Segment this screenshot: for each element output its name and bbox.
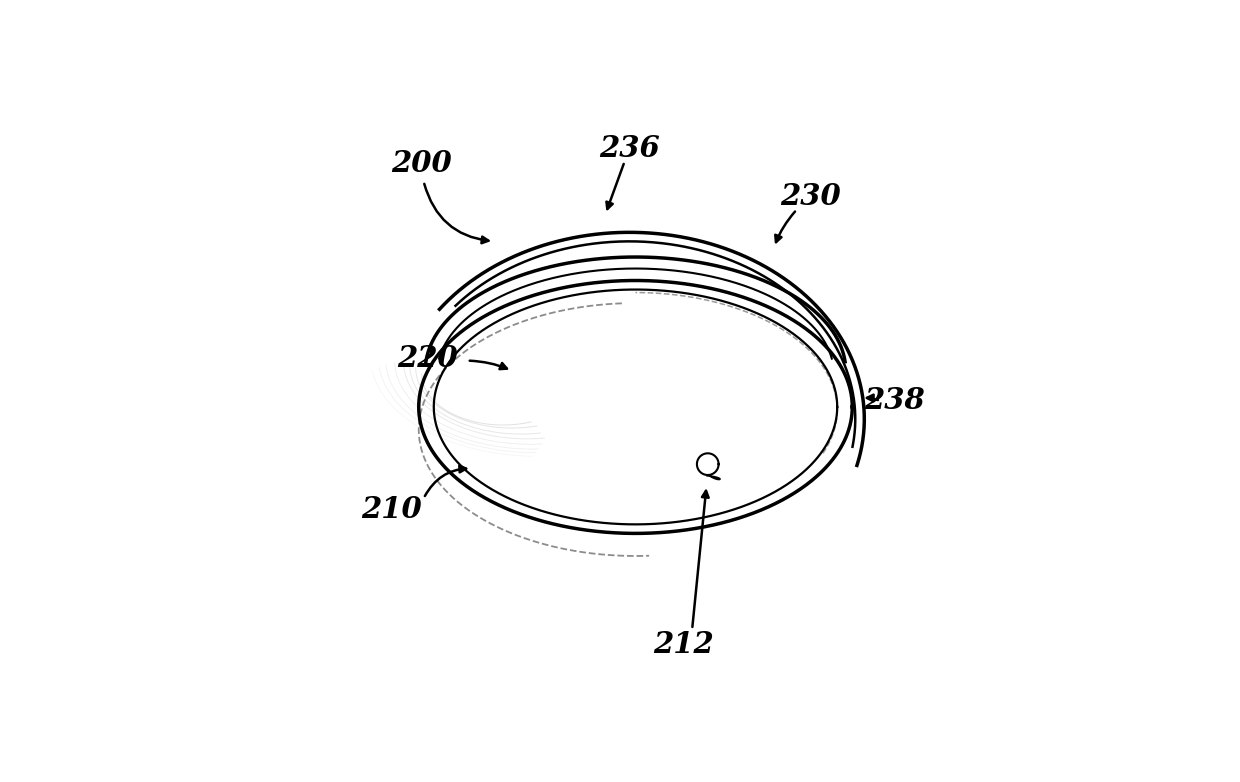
Text: 236: 236 bbox=[599, 134, 660, 163]
Text: 220: 220 bbox=[397, 344, 458, 373]
Text: 200: 200 bbox=[392, 149, 453, 178]
Text: 210: 210 bbox=[361, 495, 422, 524]
Text: 238: 238 bbox=[864, 386, 925, 415]
Text: 212: 212 bbox=[653, 630, 714, 659]
Text: 230: 230 bbox=[780, 181, 841, 210]
